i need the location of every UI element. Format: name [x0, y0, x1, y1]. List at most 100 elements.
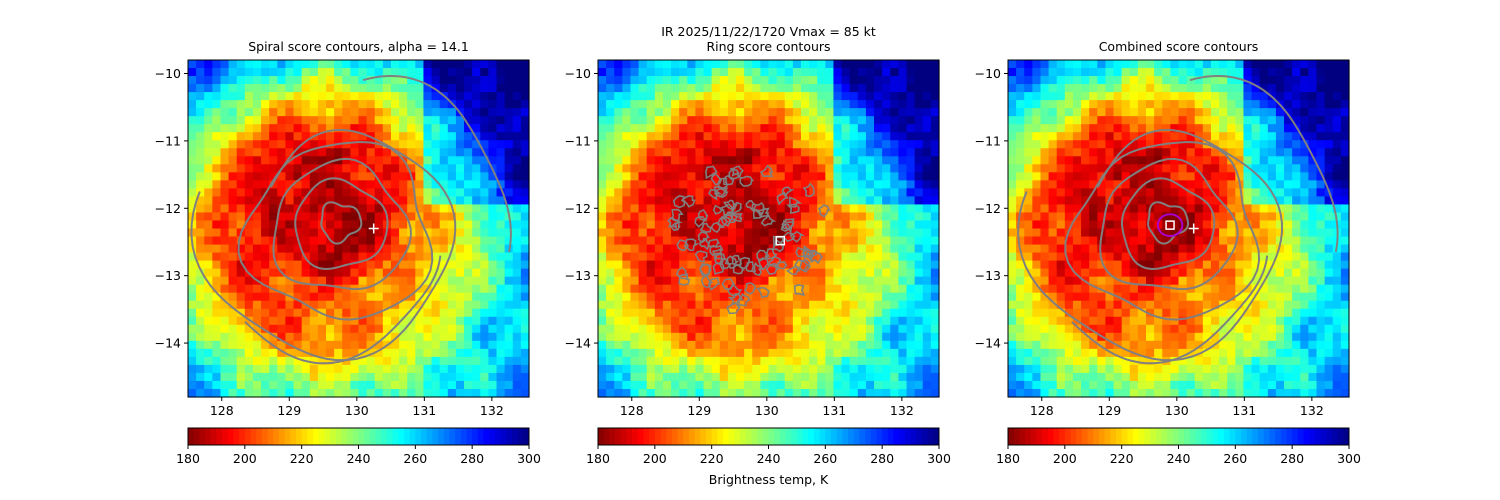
heatmap-cell — [382, 156, 392, 165]
heatmap-cell — [1024, 340, 1033, 350]
heatmap-cell — [1081, 324, 1090, 334]
heatmap-cell — [382, 332, 392, 342]
heatmap-cell — [342, 148, 351, 157]
heatmap-cell — [1056, 236, 1066, 246]
heatmap-cell — [760, 356, 770, 366]
heatmap-cell — [326, 308, 335, 318]
heatmap-cell — [711, 356, 721, 366]
heatmap-cell — [687, 292, 697, 302]
heatmap-cell — [1162, 380, 1171, 390]
heatmap-cell — [898, 196, 908, 206]
heatmap-cell — [293, 332, 303, 342]
heatmap-cell — [654, 180, 664, 189]
heatmap-cell — [1178, 236, 1188, 246]
heatmap-cell — [914, 76, 924, 85]
heatmap-cell — [342, 268, 351, 278]
heatmap-cell — [447, 372, 457, 382]
colorbar-segment — [494, 428, 502, 445]
heatmap-cell — [464, 380, 473, 390]
heatmap-cell — [1210, 348, 1220, 358]
heatmap-cell — [784, 244, 794, 254]
heatmap-cell — [752, 340, 761, 350]
heatmap-cell — [930, 92, 940, 101]
colorbar-segment — [477, 428, 485, 445]
heatmap-cell — [236, 140, 246, 149]
heatmap-cell — [849, 172, 859, 181]
heatmap-cell — [204, 388, 213, 398]
heatmap-cell — [293, 108, 303, 117]
heatmap-cell — [269, 220, 278, 230]
heatmap-cell — [1048, 260, 1058, 270]
heatmap-cell — [711, 380, 721, 390]
heatmap-cell — [752, 204, 761, 214]
heatmap-cell — [1024, 188, 1033, 197]
heatmap-cell — [890, 284, 900, 294]
heatmap-cell — [760, 148, 770, 157]
heatmap-cell — [1113, 356, 1123, 366]
heatmap-cell — [662, 372, 672, 382]
heatmap-cell — [687, 244, 697, 254]
heatmap-cell — [439, 76, 449, 85]
heatmap-cell — [1089, 284, 1098, 294]
heatmap-cell — [431, 292, 441, 302]
heatmap-cell — [768, 140, 778, 149]
heatmap-cell — [196, 148, 205, 157]
heatmap-cell — [309, 380, 319, 390]
heatmap-cell — [752, 300, 761, 310]
heatmap-cell — [1162, 340, 1171, 350]
heatmap-cell — [228, 388, 238, 398]
heatmap-cell — [342, 348, 351, 358]
heatmap-cell — [252, 204, 262, 214]
heatmap-cell — [1016, 372, 1025, 382]
heatmap-cell — [293, 324, 303, 334]
heatmap-cell — [849, 292, 859, 302]
heatmap-cell — [744, 76, 753, 85]
heatmap-cell — [350, 348, 360, 358]
heatmap-cell — [1178, 60, 1188, 69]
heatmap-cell — [520, 60, 530, 69]
heatmap-cell — [423, 188, 433, 197]
x-tick-label: 131 — [412, 403, 436, 418]
heatmap-cell — [472, 316, 481, 326]
heatmap-cell — [914, 364, 924, 374]
colorbar-segment — [933, 428, 940, 445]
heatmap-cell — [455, 236, 465, 246]
heatmap-cell — [1170, 276, 1180, 286]
heatmap-cell — [317, 260, 327, 270]
heatmap-cell — [922, 308, 932, 318]
heatmap-cell — [504, 92, 514, 101]
heatmap-cell — [1056, 252, 1066, 262]
heatmap-cell — [679, 340, 688, 350]
heatmap-cell — [646, 68, 656, 77]
heatmap-cell — [382, 308, 392, 318]
heatmap-cell — [630, 276, 640, 286]
heatmap-cell — [1162, 100, 1171, 109]
heatmap-cell — [809, 388, 818, 398]
heatmap-cell — [1210, 148, 1220, 157]
heatmap-cell — [447, 356, 457, 366]
heatmap-cell — [285, 84, 295, 93]
heatmap-cell — [1008, 172, 1017, 181]
heatmap-cell — [204, 292, 213, 302]
heatmap-cell — [695, 300, 705, 310]
contour-line — [320, 201, 363, 245]
heatmap-cell — [399, 260, 408, 270]
contour-line — [678, 273, 691, 286]
heatmap-cell — [439, 156, 449, 165]
heatmap-cell — [1137, 252, 1147, 262]
contour-line — [710, 172, 723, 186]
heatmap-cell — [309, 188, 319, 197]
heatmap-cell — [399, 372, 408, 382]
heatmap-cell — [1146, 212, 1155, 222]
heatmap-cell — [1146, 156, 1155, 165]
heatmap-cell — [809, 204, 818, 214]
heatmap-cell — [1032, 300, 1042, 310]
heatmap-cell — [800, 68, 810, 77]
heatmap-cell — [480, 100, 490, 109]
heatmap-cell — [606, 164, 615, 173]
heatmap-cell — [1081, 308, 1090, 318]
heatmap-cell — [439, 236, 449, 246]
heatmap-cell — [285, 268, 295, 278]
heatmap-cell — [622, 300, 632, 310]
heatmap-cell — [1081, 300, 1090, 310]
